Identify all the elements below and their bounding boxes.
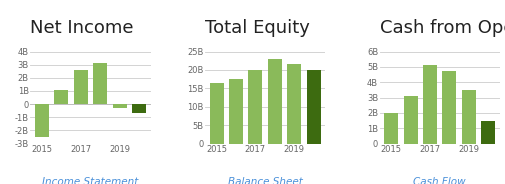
Bar (384, 113, 398, 144)
Bar (55, 90, 68, 104)
Bar (93, 63, 107, 104)
Bar (481, 121, 495, 144)
Bar (403, 96, 418, 144)
Bar (113, 104, 127, 108)
Bar (462, 90, 476, 144)
Text: Net Income: Net Income (30, 19, 134, 37)
Text: Cash Flow: Cash Flow (414, 177, 466, 184)
Bar (268, 59, 282, 144)
Bar (248, 70, 263, 144)
Bar (210, 83, 224, 144)
Bar (35, 104, 49, 137)
Text: Income Statement: Income Statement (42, 177, 139, 184)
Bar (74, 70, 88, 104)
Bar (132, 104, 146, 113)
Text: Balance Sheet: Balance Sheet (228, 177, 302, 184)
Bar (423, 65, 437, 144)
Text: Total Equity: Total Equity (205, 19, 310, 37)
Bar (442, 71, 457, 144)
Bar (307, 70, 321, 144)
Text: Cash from Operati...: Cash from Operati... (380, 19, 505, 37)
Bar (229, 79, 243, 144)
Bar (287, 64, 301, 144)
